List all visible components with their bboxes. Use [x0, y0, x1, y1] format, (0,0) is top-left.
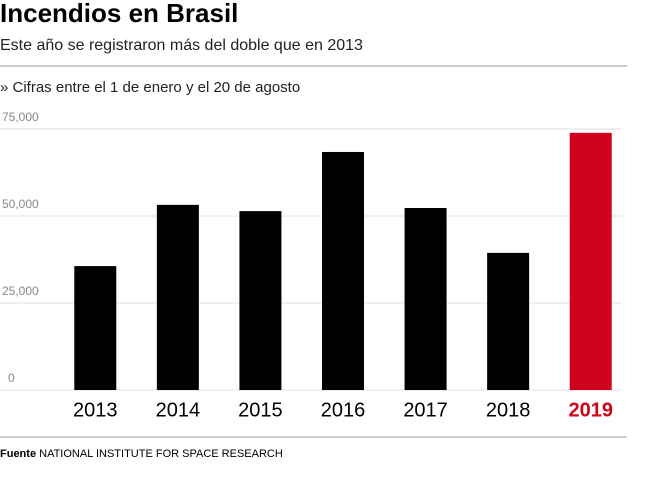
x-tick-label: 2019 — [568, 399, 613, 421]
source-text: NATIONAL INSTITUTE FOR SPACE RESEARCH — [39, 448, 283, 460]
y-tick-label: 25,000 — [2, 284, 39, 298]
y-tick-label: 0 — [8, 371, 15, 385]
x-tick-label: 2013 — [73, 399, 118, 421]
source-label: Fuente — [0, 448, 36, 460]
x-tick-label: 2018 — [486, 399, 531, 421]
bar — [156, 204, 199, 390]
x-tick-label: 2017 — [403, 399, 448, 421]
bar — [404, 207, 447, 390]
source: Fuente NATIONAL INSTITUTE FOR SPACE RESE… — [0, 448, 283, 460]
y-tick-label: 50,000 — [2, 197, 39, 211]
x-tick-label: 2014 — [156, 399, 201, 421]
chart-note: » Cifras entre el 1 de enero y el 20 de … — [0, 79, 300, 96]
chart-title: Incendios en Brasil — [0, 0, 238, 28]
y-tick-label: 75,000 — [2, 110, 39, 124]
x-tick-label: 2015 — [238, 399, 283, 421]
bar — [322, 151, 364, 390]
bar — [487, 252, 530, 390]
bar — [239, 211, 282, 390]
bar — [569, 132, 612, 390]
bar — [74, 266, 117, 390]
chart-subtitle: Este año se registraron más del doble qu… — [0, 37, 363, 54]
x-tick-label: 2016 — [321, 399, 366, 421]
